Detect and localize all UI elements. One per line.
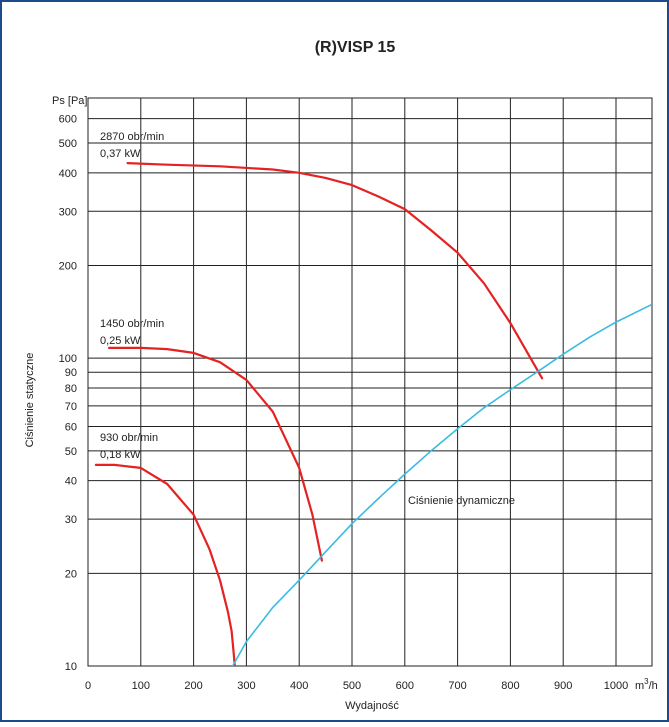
y-tick-label: 70 xyxy=(65,401,77,413)
series-sublabel: 0,25 kW xyxy=(100,335,141,347)
x-tick-label: 900 xyxy=(554,680,572,692)
x-tick-label: 100 xyxy=(132,680,150,692)
x-tick-label: 500 xyxy=(343,680,361,692)
x-axis-label: Wydajność xyxy=(345,700,399,712)
x-tick-label: 700 xyxy=(448,680,466,692)
series-sublabel: 0,37 kW xyxy=(100,148,141,160)
y-axis-label: Ciśnienie statyczne xyxy=(24,353,36,448)
series-line xyxy=(126,162,544,380)
y-tick-labels: 10 20 30 40 50 60 70 80 90 100 200 300 400 500 600 xyxy=(59,114,77,673)
series-line xyxy=(231,303,652,666)
y-tick-label: 400 xyxy=(59,168,77,180)
y-tick-label: 60 xyxy=(65,421,77,433)
y-tick-label: 10 xyxy=(65,661,77,673)
y-tick-label: 30 xyxy=(65,514,77,526)
y-tick-label: 50 xyxy=(65,446,77,458)
y-tick-label: 200 xyxy=(59,260,77,272)
series-label: 2870 obr/min xyxy=(100,131,164,143)
series-labels: 2870 obr/min 0,37 kW 1450 obr/min 0,25 kW 93… xyxy=(100,131,515,507)
y-tick-label: 80 xyxy=(65,383,77,395)
x-tick-label: 200 xyxy=(184,680,202,692)
series-sublabel: 0,18 kW xyxy=(100,449,141,461)
series-line xyxy=(94,463,236,666)
y-tick-label: 600 xyxy=(59,114,77,126)
x-tick-label: 800 xyxy=(501,680,519,692)
series-label: Ciśnienie dynamiczne xyxy=(408,495,515,507)
x-tick-label: 300 xyxy=(237,680,255,692)
series-lines xyxy=(94,162,652,666)
y-tick-label: 300 xyxy=(59,206,77,218)
series-line xyxy=(107,346,323,562)
y-tick-label: 40 xyxy=(65,476,77,488)
y-tick-label: 100 xyxy=(59,353,77,365)
y-tick-label: 90 xyxy=(65,367,77,379)
x-tick-label: 0 xyxy=(85,680,91,692)
x-tick-label: 600 xyxy=(396,680,414,692)
chart-title: (R)VISP 15 xyxy=(315,39,396,56)
y-gridlines xyxy=(88,118,652,667)
y-tick-label: 500 xyxy=(59,138,77,150)
y-tick-label: 20 xyxy=(65,568,77,580)
series-label: 1450 obr/min xyxy=(100,318,164,330)
series-label: 930 obr/min xyxy=(100,432,158,444)
x-tick-labels: 0 100 200 300 400 500 600 700 800 900 1000 xyxy=(85,680,628,692)
x-tick-label: 1000 xyxy=(604,680,628,692)
x-tick-label: 400 xyxy=(290,680,308,692)
x-axis-unit: m3/h xyxy=(635,677,658,692)
y-axis-short-label: Ps [Pa] xyxy=(52,95,87,107)
